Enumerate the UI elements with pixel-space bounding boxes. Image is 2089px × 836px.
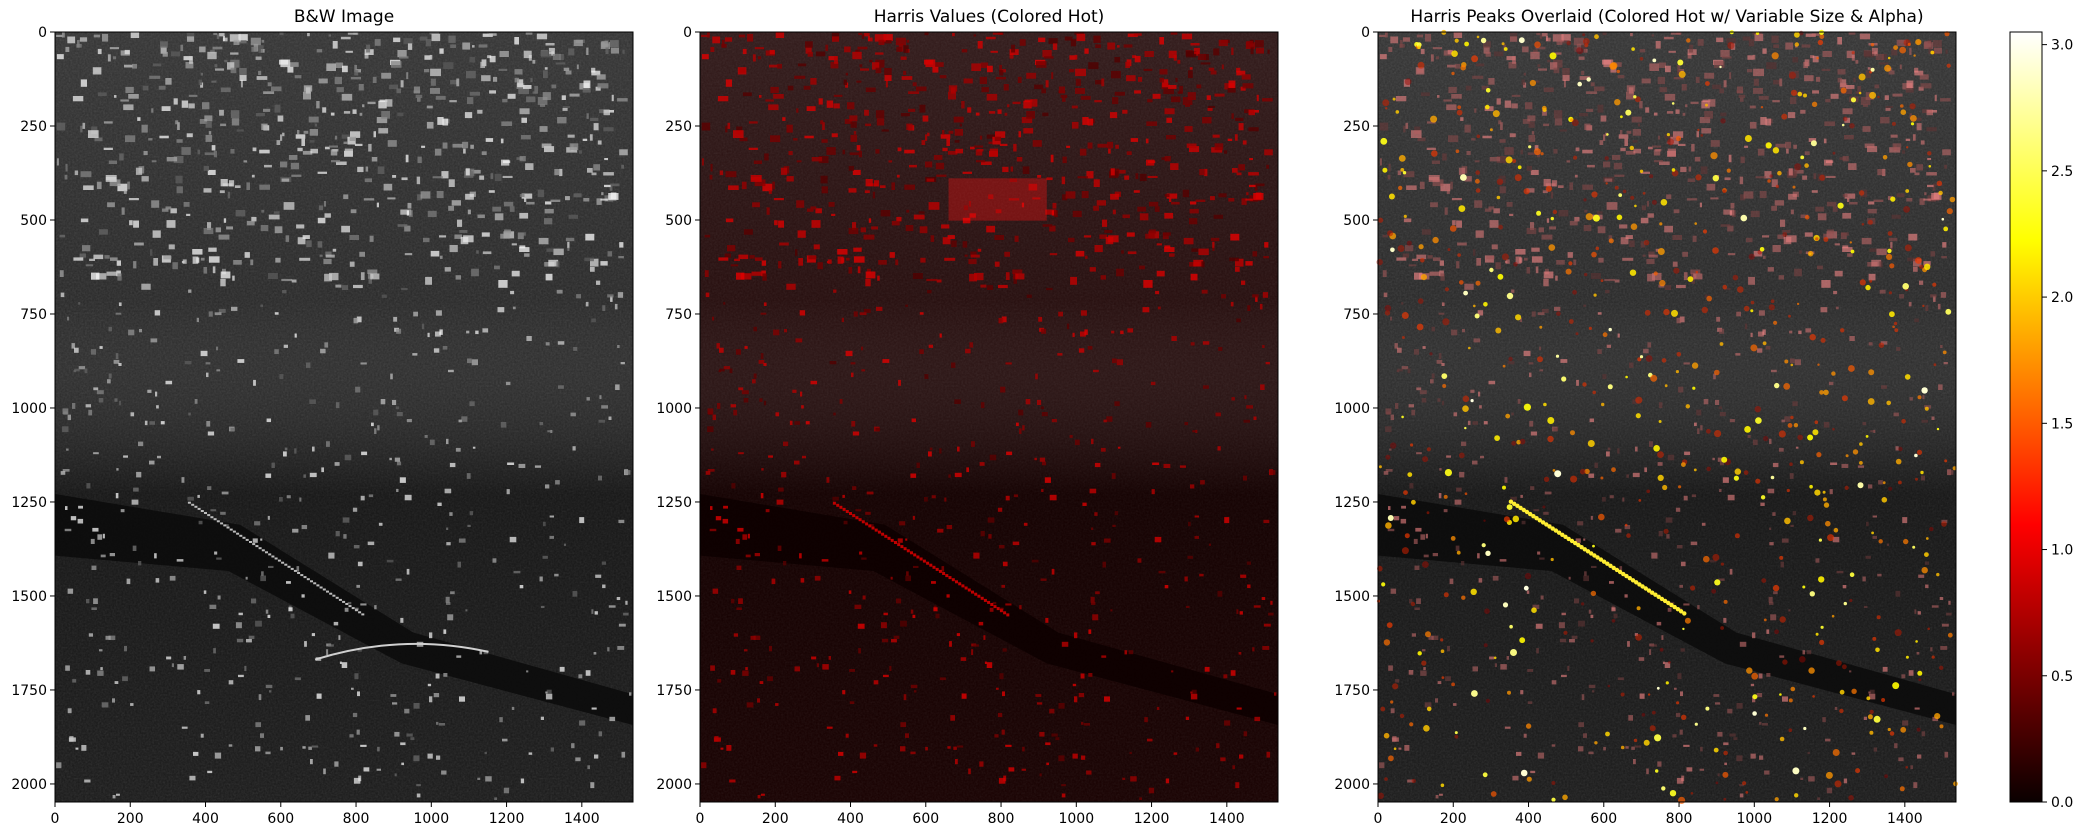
- y-tick-label: 1000: [11, 401, 47, 417]
- y-tick-label: 1000: [1334, 401, 1370, 417]
- x-tick-label: 0: [696, 811, 705, 827]
- x-tick-label: 1000: [1736, 811, 1772, 827]
- x-tick-label: 800: [343, 811, 370, 827]
- x-tick-label: 400: [837, 811, 864, 827]
- colorbar-tick-label: 0.5: [2051, 669, 2073, 685]
- y-tick-label: 2000: [11, 777, 47, 793]
- x-tick-label: 200: [1440, 811, 1467, 827]
- y-tick-label: 250: [665, 119, 692, 135]
- y-tick-label: 750: [665, 307, 692, 323]
- x-tick-label: 400: [1515, 811, 1542, 827]
- x-tick-label: 600: [1590, 811, 1617, 827]
- panel-2-axes: 0 200 400 600 800 1000 1200 1400 0 250 500 750 1000 1…: [656, 25, 1244, 827]
- x-tick-label: 200: [117, 811, 144, 827]
- panel-2-title: Harris Values (Colored Hot): [874, 7, 1105, 27]
- panel-1-frame: [54, 31, 634, 803]
- colorbar-ticks: 0.0 0.5 1.0 1.5 2.0 2.5 3.0: [2042, 38, 2073, 811]
- y-tick-label: 1750: [11, 683, 47, 699]
- x-tick-label: 0: [51, 811, 60, 827]
- panel-2-frame: [699, 31, 1279, 803]
- x-tick-label: 600: [912, 811, 939, 827]
- panel-1-axes: 0 200 400 600 800 1000 1200 1400 0 250 500 750 1000 1…: [11, 25, 599, 827]
- y-tick-label: 500: [665, 213, 692, 229]
- panel-3-axes: 0 200 400 600 800 1000 1200 1400 0 250 500 750 1000 1…: [1334, 25, 1922, 827]
- y-tick-label: 1000: [656, 401, 692, 417]
- y-tick-label: 1500: [656, 589, 692, 605]
- colorbar: 0.0 0.5 1.0 1.5 2.0 2.5 3.0: [2009, 31, 2073, 811]
- x-tick-label: 1400: [1209, 811, 1245, 827]
- x-tick-label: 1200: [1134, 811, 1170, 827]
- x-tick-label: 600: [267, 811, 294, 827]
- bw-image: [55, 32, 633, 802]
- harris-heatmap: [700, 32, 1278, 802]
- colorbar-tick-label: 1.0: [2051, 543, 2073, 559]
- y-tick-label: 0: [1361, 25, 1370, 41]
- colorbar-tick-label: 3.0: [2051, 38, 2073, 54]
- x-tick-label: 200: [762, 811, 789, 827]
- y-tick-label: 2000: [1334, 777, 1370, 793]
- y-tick-label: 0: [38, 25, 47, 41]
- y-tick-label: 0: [683, 25, 692, 41]
- colorbar-tick-label: 1.5: [2051, 416, 2073, 432]
- y-tick-label: 250: [20, 119, 47, 135]
- y-tick-label: 500: [1343, 213, 1370, 229]
- panel-bw-image: B&W Image 0 200 400 600 800 1000 1200 1400 0 250 5…: [11, 7, 634, 827]
- x-tick-label: 1000: [1058, 811, 1094, 827]
- panel-harris-peaks: Harris Peaks Overlaid (Colored Hot w/ Va…: [1334, 7, 1958, 827]
- panel-1-title: B&W Image: [294, 7, 394, 27]
- x-tick-label: 1200: [1812, 811, 1848, 827]
- colorbar-gradient: [2009, 31, 2043, 803]
- y-tick-label: 1750: [1334, 683, 1370, 699]
- x-tick-label: 0: [1374, 811, 1383, 827]
- colorbar-tick-label: 2.0: [2051, 290, 2073, 306]
- panel-harris-values: Harris Values (Colored Hot) 0 200 400 600 80…: [656, 7, 1279, 827]
- panel-3-frame: [1377, 31, 1957, 803]
- y-tick-label: 1250: [11, 495, 47, 511]
- y-tick-label: 500: [20, 213, 47, 229]
- x-tick-label: 1400: [1887, 811, 1923, 827]
- x-tick-label: 800: [1666, 811, 1693, 827]
- y-tick-label: 2000: [656, 777, 692, 793]
- colorbar-tick-label: 0.0: [2051, 795, 2073, 811]
- panel-3-title: Harris Peaks Overlaid (Colored Hot w/ Va…: [1410, 7, 1923, 27]
- y-tick-label: 750: [1343, 307, 1370, 323]
- y-tick-label: 1750: [656, 683, 692, 699]
- y-tick-label: 1250: [1334, 495, 1370, 511]
- x-tick-label: 1400: [564, 811, 600, 827]
- x-tick-label: 400: [192, 811, 219, 827]
- x-tick-label: 1200: [489, 811, 525, 827]
- y-tick-label: 1250: [656, 495, 692, 511]
- colorbar-tick-label: 2.5: [2051, 164, 2073, 180]
- y-tick-label: 250: [1343, 119, 1370, 135]
- y-tick-label: 1500: [1334, 589, 1370, 605]
- x-tick-label: 800: [988, 811, 1015, 827]
- y-tick-label: 750: [20, 307, 47, 323]
- y-tick-label: 1500: [11, 589, 47, 605]
- x-tick-label: 1000: [413, 811, 449, 827]
- peaks-overlay: [1376, 29, 1958, 805]
